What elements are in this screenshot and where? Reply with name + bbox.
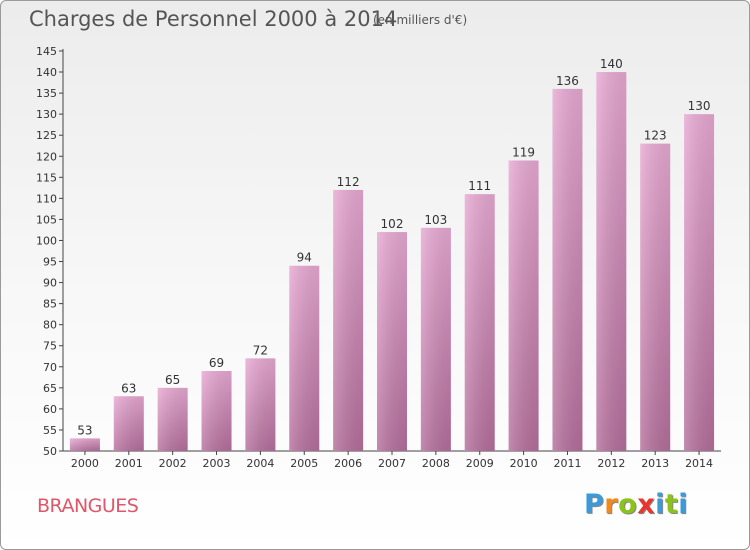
brand-logo: Proxiti	[584, 489, 688, 520]
value-label-2002: 65	[165, 373, 180, 387]
x-tick-label-2014: 2014	[685, 457, 713, 470]
x-tick-label-2005: 2005	[290, 457, 318, 470]
value-label-2014: 130	[688, 99, 711, 113]
y-tick-label: 75	[43, 340, 57, 353]
x-tick-label-2004: 2004	[246, 457, 274, 470]
bar-shade-2008	[420, 227, 451, 451]
x-tick-label-2012: 2012	[597, 457, 625, 470]
y-tick-label: 60	[43, 403, 57, 416]
y-tick-label: 120	[36, 150, 57, 163]
x-tick-label-2008: 2008	[422, 457, 450, 470]
value-label-2007: 102	[381, 217, 404, 231]
x-tick-label-2001: 2001	[115, 457, 143, 470]
bar-shade-2000	[69, 438, 100, 451]
x-tick-label-2003: 2003	[203, 457, 231, 470]
y-tick-label: 130	[36, 108, 57, 121]
y-tick-label: 95	[43, 256, 57, 269]
labels: 2000 53 2001 63 2002 65 2003 69 2004 72 2005 94 2006…	[71, 57, 713, 470]
x-tick-label-2011: 2011	[553, 457, 581, 470]
bar-shade-2003	[201, 371, 232, 451]
value-label-2011: 136	[556, 74, 579, 88]
brand-letter: i	[678, 489, 689, 520]
x-tick-label-2006: 2006	[334, 457, 362, 470]
y-tick-label: 140	[36, 66, 57, 79]
brand-letter: r	[604, 489, 619, 520]
y-tick-label: 145	[36, 45, 57, 58]
brand-letter: i	[655, 489, 665, 520]
axes: 50 55 60 65 70 75 80 85 90 95 100 105 110 115 120 125 13…	[36, 45, 721, 458]
y-tick-label: 70	[43, 361, 57, 374]
bar-shade-2006	[333, 189, 364, 451]
y-tick-label: 105	[36, 213, 57, 226]
y-tick-label: 135	[36, 87, 57, 100]
value-label-2012: 140	[600, 57, 623, 71]
bar-shade-2002	[157, 387, 188, 451]
brand-letter: x	[637, 489, 656, 520]
y-tick-label: 125	[36, 129, 57, 142]
brand-letter: o	[618, 489, 638, 520]
chart-subtitle: (en milliers d'€)	[373, 13, 468, 27]
bar-shade-2010	[508, 160, 539, 451]
bars	[69, 72, 715, 451]
value-label-2008: 103	[424, 213, 447, 227]
bar-shade-2004	[245, 358, 276, 451]
y-tick-label: 55	[43, 424, 57, 437]
bar-shade-2005	[289, 265, 320, 451]
brand-letter: t	[664, 489, 679, 520]
x-tick-label-2013: 2013	[641, 457, 669, 470]
y-tick-label: 85	[43, 298, 57, 311]
x-tick-label-2009: 2009	[466, 457, 494, 470]
value-label-2003: 69	[209, 356, 224, 370]
bar-shade-2009	[464, 194, 495, 451]
y-tick-label: 80	[43, 319, 57, 332]
bar-shade-2014	[684, 114, 715, 451]
y-tick-label: 110	[36, 192, 57, 205]
value-label-2005: 94	[297, 251, 312, 265]
bar-shade-2012	[596, 72, 627, 451]
value-label-2010: 119	[512, 145, 535, 159]
y-tick-label: 115	[36, 171, 57, 184]
y-tick-label: 50	[43, 445, 57, 458]
bar-shade-2013	[640, 143, 671, 451]
bar-shade-2011	[552, 88, 583, 451]
value-label-2006: 112	[337, 175, 360, 189]
y-tick-label: 65	[43, 382, 57, 395]
value-label-2001: 63	[121, 381, 136, 395]
commune-name: BRANGUES	[37, 495, 139, 517]
x-tick-label-2000: 2000	[71, 457, 99, 470]
x-tick-label-2010: 2010	[510, 457, 538, 470]
value-label-2000: 53	[77, 423, 92, 437]
bar-shade-2001	[113, 396, 144, 451]
y-tick-label: 90	[43, 277, 57, 290]
value-label-2013: 123	[644, 129, 667, 143]
bar-shade-2007	[377, 232, 407, 451]
x-tick-label-2007: 2007	[378, 457, 406, 470]
brand-letter: P	[584, 489, 605, 520]
x-tick-label-2002: 2002	[159, 457, 187, 470]
value-label-2004: 72	[253, 343, 268, 357]
chart-title: Charges de Personnel 2000 à 2014	[29, 7, 398, 31]
value-label-2009: 111	[468, 179, 491, 193]
y-tick-label: 100	[36, 234, 57, 247]
